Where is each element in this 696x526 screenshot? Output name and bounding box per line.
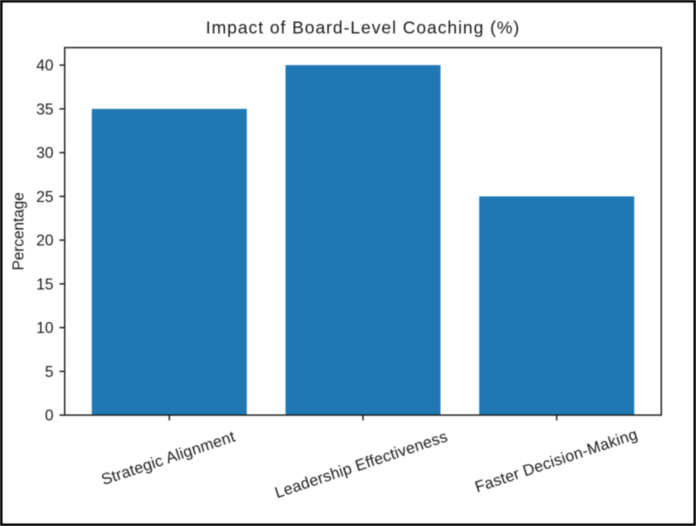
svg-text:30: 30 xyxy=(36,145,54,162)
svg-text:10: 10 xyxy=(36,320,54,337)
svg-text:35: 35 xyxy=(36,101,53,118)
svg-text:Percentage: Percentage xyxy=(10,192,27,270)
svg-text:20: 20 xyxy=(36,233,54,250)
svg-text:Impact of Board-Level Coaching: Impact of Board-Level Coaching (%) xyxy=(206,18,520,38)
svg-text:0: 0 xyxy=(45,408,54,425)
svg-text:5: 5 xyxy=(45,364,54,381)
svg-text:15: 15 xyxy=(36,276,53,293)
svg-text:40: 40 xyxy=(36,58,54,75)
svg-text:25: 25 xyxy=(36,189,53,206)
